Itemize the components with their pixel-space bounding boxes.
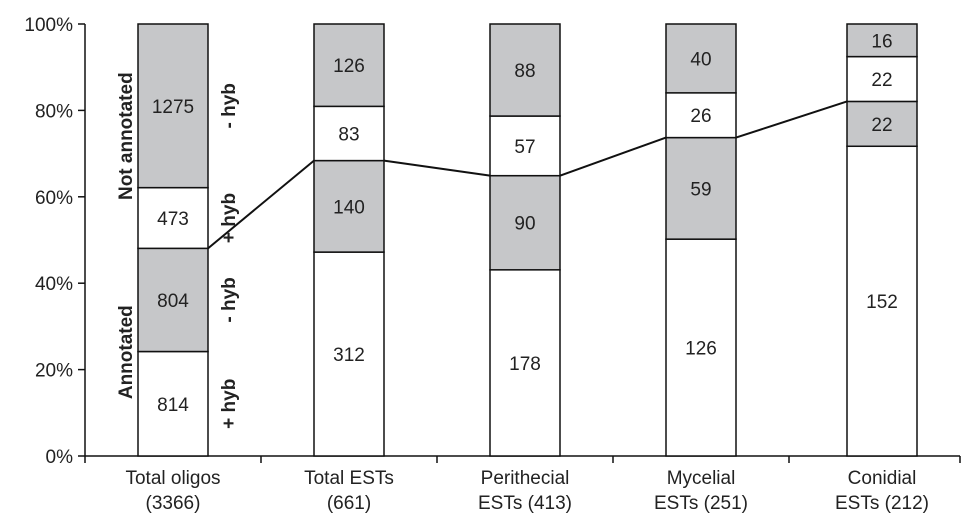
bar-segment [313,159,385,253]
bar-segment [137,186,209,250]
connector-line [207,159,315,250]
segment-value-label: 26 [690,106,711,127]
bar-segment [137,247,209,353]
hyb-label: + hyb [219,193,240,243]
connector-line [383,159,491,177]
y-tick-label: 0% [46,447,74,468]
segment-value-label: 88 [514,61,535,82]
segment-value-label: 83 [338,124,359,145]
bar-segment [665,238,737,457]
segment-value-label: 178 [509,354,541,375]
labels: 814 804 473 1275 312 140 83 126 178 90 57 88 126 59 26… [116,31,898,429]
y-tick-label: 40% [35,274,73,295]
segment-value-label: 473 [157,209,189,230]
segment-value-label: 126 [333,56,365,77]
segment-value-label: 22 [871,70,892,91]
x-category-label: Conidial ESTs (212) [835,468,929,514]
segment-value-label: 152 [866,292,898,313]
hyb-label: - hyb [219,277,240,322]
x-category-label: Total oligos (3366) [125,468,220,514]
x-category-label: Total ESTs (661) [304,468,394,514]
y-tick-label: 100% [24,15,73,36]
bar-segment [846,145,918,457]
bars [137,23,918,457]
bar-segment [665,23,737,94]
bar-segment [665,92,737,139]
segment-value-label: 59 [690,179,711,200]
y-tick-label: 20% [35,361,73,382]
segment-value-label: 804 [157,291,189,312]
segment-value-label: 22 [871,115,892,136]
connector-line-group [207,100,848,250]
bar-segment [313,23,385,108]
hyb-label: + hyb [219,379,240,429]
segment-value-label: 312 [333,345,365,366]
bar-segment [137,350,209,457]
y-tick-label: 60% [35,188,73,209]
bar-segment [137,23,209,189]
segment-value-label: 40 [690,49,711,70]
connector-line [559,136,667,177]
bar-segment [665,136,737,240]
x-category-label: Mycelial ESTs (251) [654,468,748,514]
bar-segment [313,251,385,457]
bar-segment [489,23,561,117]
segment-value-label: 814 [157,395,189,416]
x-category-label: Perithecial ESTs (413) [478,468,572,514]
group-label: Annotated [116,305,137,399]
segment-value-label: 126 [685,339,717,360]
segment-value-label: 57 [514,137,535,158]
bar-segment [846,23,918,58]
segment-value-label: 90 [514,214,535,235]
hyb-label: - hyb [219,83,240,128]
group-label: Not annotated [116,72,137,200]
y-tick-label: 80% [35,101,73,122]
segment-value-label: 140 [333,197,365,218]
bar-segment [846,100,918,148]
bar-segment [313,105,385,162]
segment-value-label: 16 [871,31,892,52]
connector-line [735,100,848,139]
bar-segment [489,269,561,457]
bar-segment [489,115,561,177]
segment-value-label: 1275 [152,97,194,118]
